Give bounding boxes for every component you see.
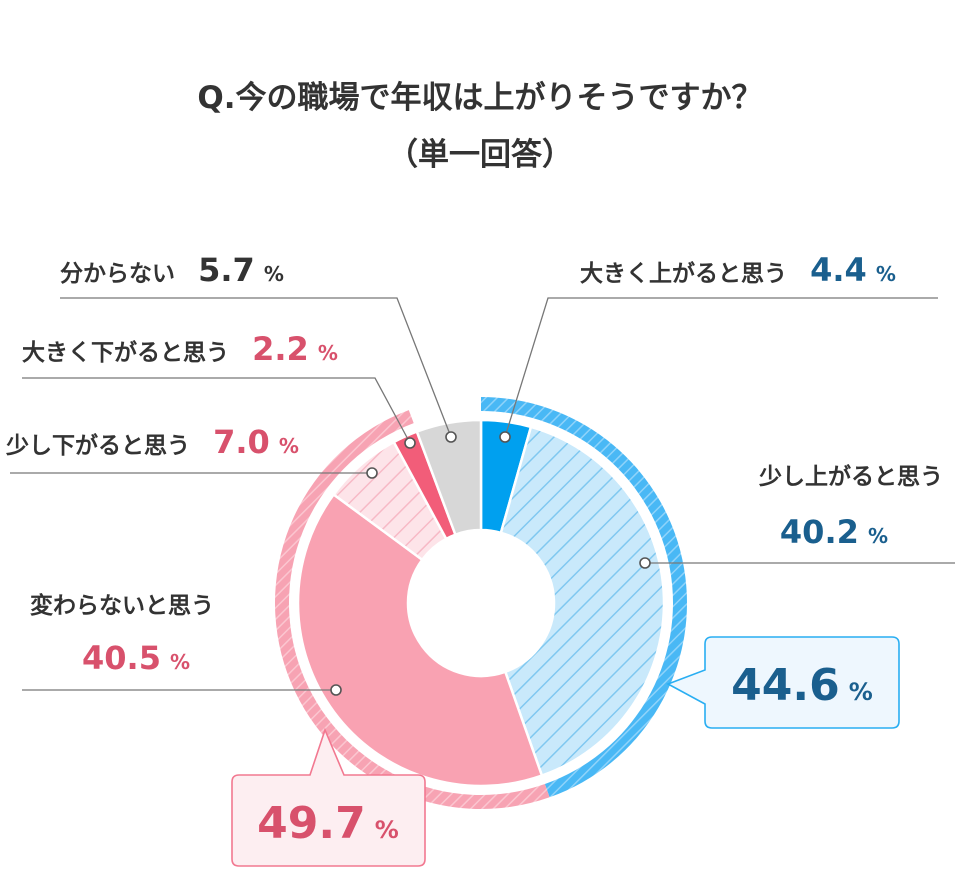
donut-slices (296, 418, 666, 788)
label-unknown: 分からない 5.7 % (60, 251, 284, 289)
callout-percent: % (375, 816, 399, 844)
callout-down-total: 49.7 % (231, 727, 426, 867)
label-value: 40.5 (82, 639, 161, 677)
label-value: 4.4 (810, 251, 867, 289)
chart-title-line1: Q.今の職場で年収は上がりそうですか？ (197, 80, 762, 116)
leader-dot-big-down (404, 437, 416, 449)
label-big-up: 大きく上がると思う 4.4 % (580, 251, 896, 289)
label-percent: % (876, 262, 896, 286)
label-no-change-text: 変わらないと思う (30, 592, 214, 619)
label-small-down: 少し下がると思う 7.0 % (5, 423, 299, 461)
callout-up-box (666, 636, 900, 729)
label-value: 2.2 (252, 330, 309, 368)
callout-down-text: 49.7 % (257, 798, 399, 849)
callout-down-box (231, 727, 426, 867)
label-text: 少し下がると思う (5, 432, 190, 459)
label-percent: % (318, 341, 338, 365)
label-percent: % (868, 524, 888, 548)
leader-dot-small-up (639, 557, 651, 569)
leader-dot-big-up (499, 431, 511, 443)
chart-title-line2: （単一回答） (387, 137, 573, 173)
label-percent: % (170, 650, 190, 674)
callout-value: 49.7 (257, 798, 366, 849)
leader-line-unknown (60, 297, 452, 438)
callout-value: 44.6 (731, 660, 840, 711)
label-text: 大きく下がると思う (22, 339, 229, 366)
label-value: 7.0 (213, 423, 270, 461)
leader-dot-unknown (445, 431, 457, 443)
label-text: 分からない (60, 261, 175, 287)
callout-percent: % (849, 678, 873, 706)
callout-up-text: 44.6 % (731, 660, 873, 711)
leader-lines (10, 297, 955, 691)
leader-dot-small-down (366, 467, 378, 479)
slice-small-up (499, 425, 666, 778)
label-no-change-value: 40.5 % (82, 639, 190, 677)
leader-dot-no-change (330, 684, 342, 696)
label-value: 40.2 (780, 513, 859, 551)
label-percent: % (279, 434, 299, 458)
leader-dots (330, 431, 651, 696)
label-small-up-value: 40.2 % (780, 513, 888, 551)
slice-unknown (415, 418, 483, 537)
label-percent: % (264, 262, 284, 286)
label-text: 大きく上がると思う (580, 260, 787, 287)
label-small-up-text: 少し上がると思う (758, 463, 943, 490)
callout-up-total: 44.6 % (666, 636, 900, 729)
leader-line-big-down (22, 377, 411, 444)
label-value: 5.7 (198, 251, 255, 289)
label-big-down: 大きく下がると思う 2.2 % (22, 330, 338, 368)
leader-line-big-up (504, 297, 938, 438)
